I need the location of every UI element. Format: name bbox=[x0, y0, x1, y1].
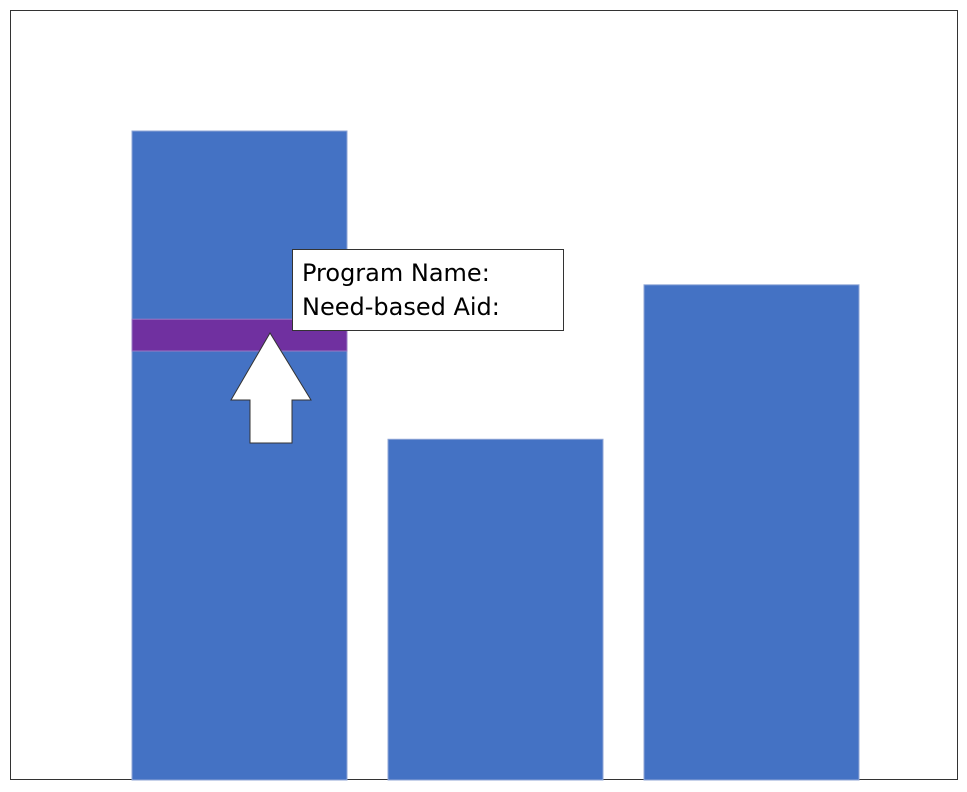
need-based-aid-label: Need-based Aid: bbox=[302, 293, 500, 321]
bar-2[interactable] bbox=[387, 438, 604, 781]
data-tooltip: Program Name: Need-based Aid: bbox=[292, 249, 564, 331]
bar-1[interactable] bbox=[131, 130, 348, 781]
bar-3[interactable] bbox=[643, 284, 860, 781]
up-arrow-icon bbox=[230, 332, 312, 444]
program-name-label: Program Name: bbox=[302, 259, 490, 287]
bars-group bbox=[131, 130, 860, 781]
